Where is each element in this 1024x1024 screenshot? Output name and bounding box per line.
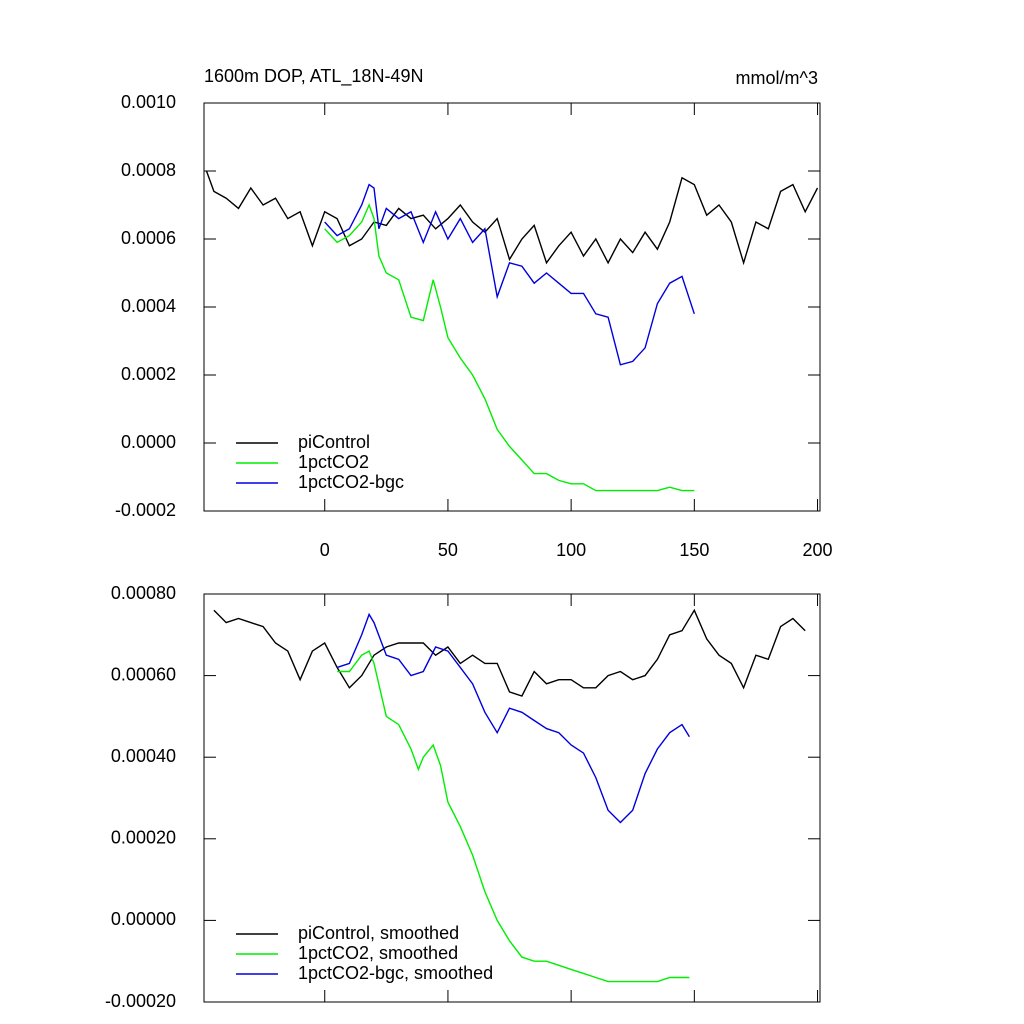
y-tick-label: 0.00080	[111, 583, 176, 603]
y-tick-label: 0.0000	[121, 432, 176, 452]
legend-label: piControl, smoothed	[298, 923, 459, 943]
legend-label: 1pctCO2-bgc	[298, 472, 404, 492]
plot-frame	[203, 593, 821, 1003]
y-tick-label: 0.0008	[121, 160, 176, 180]
legend-label: 1pctCO2-bgc, smoothed	[298, 963, 493, 983]
data-line	[324, 203, 695, 492]
y-tick-label: 0.00060	[111, 664, 176, 684]
y-tick-label: 0.0006	[121, 228, 176, 248]
y-tick-label: 0.0010	[121, 92, 176, 112]
y-tick-label: -0.0002	[115, 500, 176, 520]
x-tick-label: 150	[679, 540, 709, 560]
legend-label: 1pctCO2	[298, 452, 369, 472]
data-line	[337, 650, 690, 983]
units-label: mmol/m^3	[736, 68, 818, 88]
x-tick-label: 200	[803, 540, 833, 560]
data-line	[205, 170, 819, 266]
legend-label: 1pctCO2, smoothed	[298, 943, 458, 963]
y-tick-label: -0.00020	[105, 991, 176, 1011]
x-tick-label: 50	[438, 540, 458, 560]
data-line	[336, 612, 690, 824]
data-line	[213, 608, 806, 697]
data-line	[324, 183, 695, 366]
x-tick-label: 100	[556, 540, 586, 560]
x-tick-label: 0	[320, 540, 330, 560]
y-tick-label: 0.0002	[121, 364, 176, 384]
legend-label: piControl	[298, 432, 370, 452]
chart-title: 1600m DOP, ATL_18N-49N	[204, 66, 423, 87]
y-tick-label: 0.00020	[111, 828, 176, 848]
y-tick-label: 0.00040	[111, 746, 176, 766]
y-tick-label: 0.00000	[111, 909, 176, 929]
y-tick-label: 0.0004	[121, 296, 176, 316]
